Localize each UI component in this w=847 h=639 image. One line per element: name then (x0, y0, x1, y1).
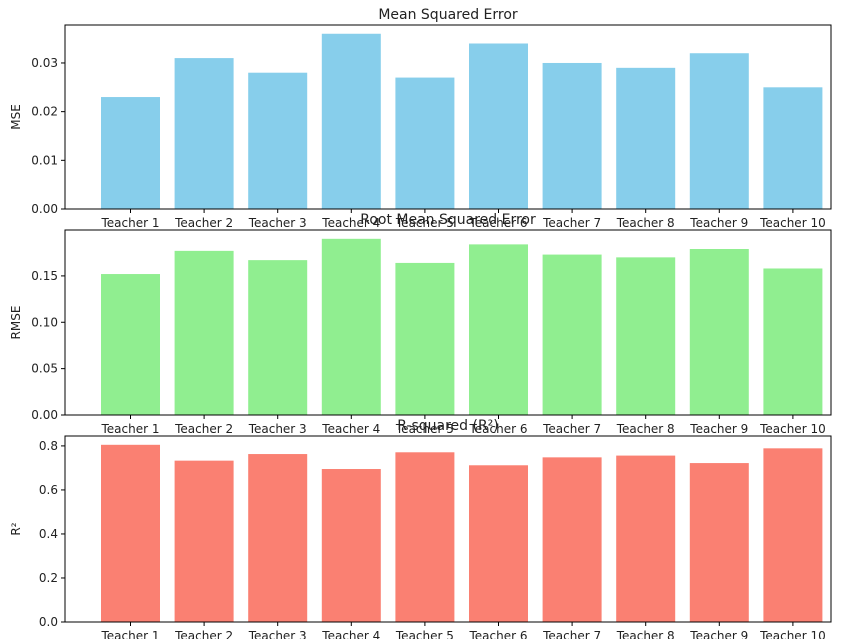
rmse-x-tick-label: Teacher 7 (542, 422, 601, 436)
r2-bar-2 (174, 460, 234, 622)
mse-y-tick-label: 0.00 (31, 202, 58, 216)
rmse-x-tick-label: Teacher 1 (101, 422, 160, 436)
r2-bar-1 (101, 444, 160, 622)
rmse-x-tick-label: Teacher 6 (469, 422, 528, 436)
r2-bar-8 (616, 455, 676, 622)
mse-y-ticks: 0.00 0.01 0.02 0.03 (31, 56, 65, 216)
rmse-y-tick-label: 0.15 (31, 269, 58, 283)
r2-y-tick-label: 0.4 (39, 527, 58, 541)
mse-bar-1 (101, 97, 160, 209)
r2-y-tick-label: 0.6 (39, 483, 58, 497)
r2-bar-5 (395, 452, 455, 622)
rmse-bar-2 (174, 250, 234, 415)
mse-chart: Mean Squared Error MSE 0.000.010.020.03 … (9, 7, 832, 230)
r2-x-tick-label: Teacher 10 (759, 629, 826, 639)
rmse-y-ticks: 0.00 0.05 0.10 0.15 (31, 269, 65, 422)
mse-y-tick-label: 0.02 (31, 105, 58, 119)
rmse-bar-7 (542, 254, 602, 415)
r2-y-tick-label: 0.2 (39, 571, 58, 585)
rmse-x-tick-label: Teacher 3 (248, 422, 307, 436)
rmse-bar-3 (248, 260, 308, 415)
mse-bars (101, 33, 823, 210)
mse-x-tick-label: Teacher 3 (248, 216, 307, 230)
mse-bar-8 (616, 67, 676, 210)
mse-x-tick-label: Teacher 7 (542, 216, 601, 230)
rmse-x-ticks: Teacher 1 Teacher 2 Teacher 3 Teacher 4 Teac… (101, 415, 826, 436)
r2-y-axis-label: R² (9, 522, 23, 535)
mse-chart-title: Mean Squared Error (378, 7, 518, 23)
r2-y-ticks: 0.0 0.2 0.4 0.6 0.8 (39, 439, 65, 629)
mse-x-tick-label: Teacher 5 (395, 216, 454, 230)
r2-plot-frame (64, 435, 832, 623)
rmse-bar-4 (321, 238, 381, 415)
r2-x-tick-label: Teacher 7 (542, 629, 601, 639)
mse-x-tick-label: Teacher 10 (759, 216, 826, 230)
rmse-y-tick-label: 0.00 (31, 408, 58, 422)
mse-bar-10 (763, 87, 823, 209)
r2-x-tick-label: Teacher 9 (689, 629, 748, 639)
r2-x-tick-label: Teacher 4 (321, 629, 380, 639)
rmse-plot-frame (64, 229, 832, 416)
rmse-bar-10 (763, 268, 823, 415)
mse-x-tick-label: Teacher 6 (469, 216, 528, 230)
mse-x-tick-label: Teacher 1 (101, 216, 160, 230)
rmse-x-tick-label: Teacher 10 (759, 422, 826, 436)
r2-y-tick-label: 0.8 (39, 439, 58, 453)
r2-x-tick-label: Teacher 3 (248, 629, 307, 639)
rmse-y-tick-label: 0.05 (31, 362, 58, 376)
mse-bar-5 (395, 77, 455, 209)
r2-bar-3 (248, 454, 308, 622)
r2-chart: R-squared (R²) R² 0.0 0.2 0.4 0.6 0.8 Teache… (9, 418, 832, 639)
rmse-x-tick-label: Teacher 4 (321, 422, 380, 436)
r2-bar-6 (469, 465, 528, 622)
rmse-x-tick-label: Teacher 5 (395, 422, 454, 436)
rmse-bar-5 (395, 262, 455, 415)
r2-y-tick-label: 0.0 (39, 615, 58, 629)
rmse-y-axis-label: RMSE (9, 306, 23, 340)
mse-plot-frame (64, 24, 832, 210)
r2-x-tick-label: Teacher 2 (174, 629, 233, 639)
rmse-bar-1 (101, 274, 160, 415)
rmse-bar-8 (616, 257, 676, 415)
mse-y-tick-label: 0.01 (31, 153, 58, 167)
rmse-y-tick-label: 0.10 (31, 315, 58, 329)
mse-bar-6 (469, 43, 528, 210)
mse-x-tick-label: Teacher 8 (616, 216, 675, 230)
rmse-chart: Root Mean Squared Error RMSE 0.00 0.05 0.1… (9, 212, 832, 436)
rmse-x-tick-label: Teacher 8 (616, 422, 675, 436)
r2-x-tick-label: Teacher 1 (101, 629, 160, 639)
r2-x-tick-label: Teacher 5 (395, 629, 454, 639)
mse-y-tick-label: 0.03 (31, 56, 58, 70)
mse-bar-9 (689, 53, 749, 209)
mse-bar-2 (174, 58, 234, 210)
rmse-bars (101, 238, 823, 415)
rmse-x-tick-label: Teacher 2 (174, 422, 233, 436)
rmse-chart-title: Root Mean Squared Error (360, 212, 536, 228)
r2-chart-title: R-squared (R²) (397, 418, 499, 434)
r2-bar-7 (542, 457, 602, 622)
r2-bar-9 (689, 463, 749, 622)
mse-x-tick-label: Teacher 2 (174, 216, 233, 230)
mse-x-tick-label: Teacher 4 (321, 216, 380, 230)
r2-bar-10 (763, 448, 823, 622)
mse-x-ticks: Teacher 1 Teacher 2 Teacher 3 Teacher 4 Teac… (101, 209, 826, 230)
mse-bar-7 (542, 62, 602, 209)
r2-bar-4 (321, 469, 381, 622)
rmse-bar-6 (469, 244, 528, 415)
mse-bar-4 (321, 33, 381, 210)
r2-bars (101, 444, 823, 622)
r2-x-ticks: Teacher 1 Teacher 2 Teacher 3 Teacher 4 Teac… (101, 622, 826, 639)
mse-bar-3 (248, 72, 308, 209)
r2-x-tick-label: Teacher 8 (616, 629, 675, 639)
r2-x-tick-label: Teacher 6 (469, 629, 528, 639)
mse-x-tick-label: Teacher 9 (689, 216, 748, 230)
mse-y-axis-label: MSE (9, 104, 23, 130)
rmse-bar-9 (689, 249, 749, 415)
rmse-x-tick-label: Teacher 9 (689, 422, 748, 436)
